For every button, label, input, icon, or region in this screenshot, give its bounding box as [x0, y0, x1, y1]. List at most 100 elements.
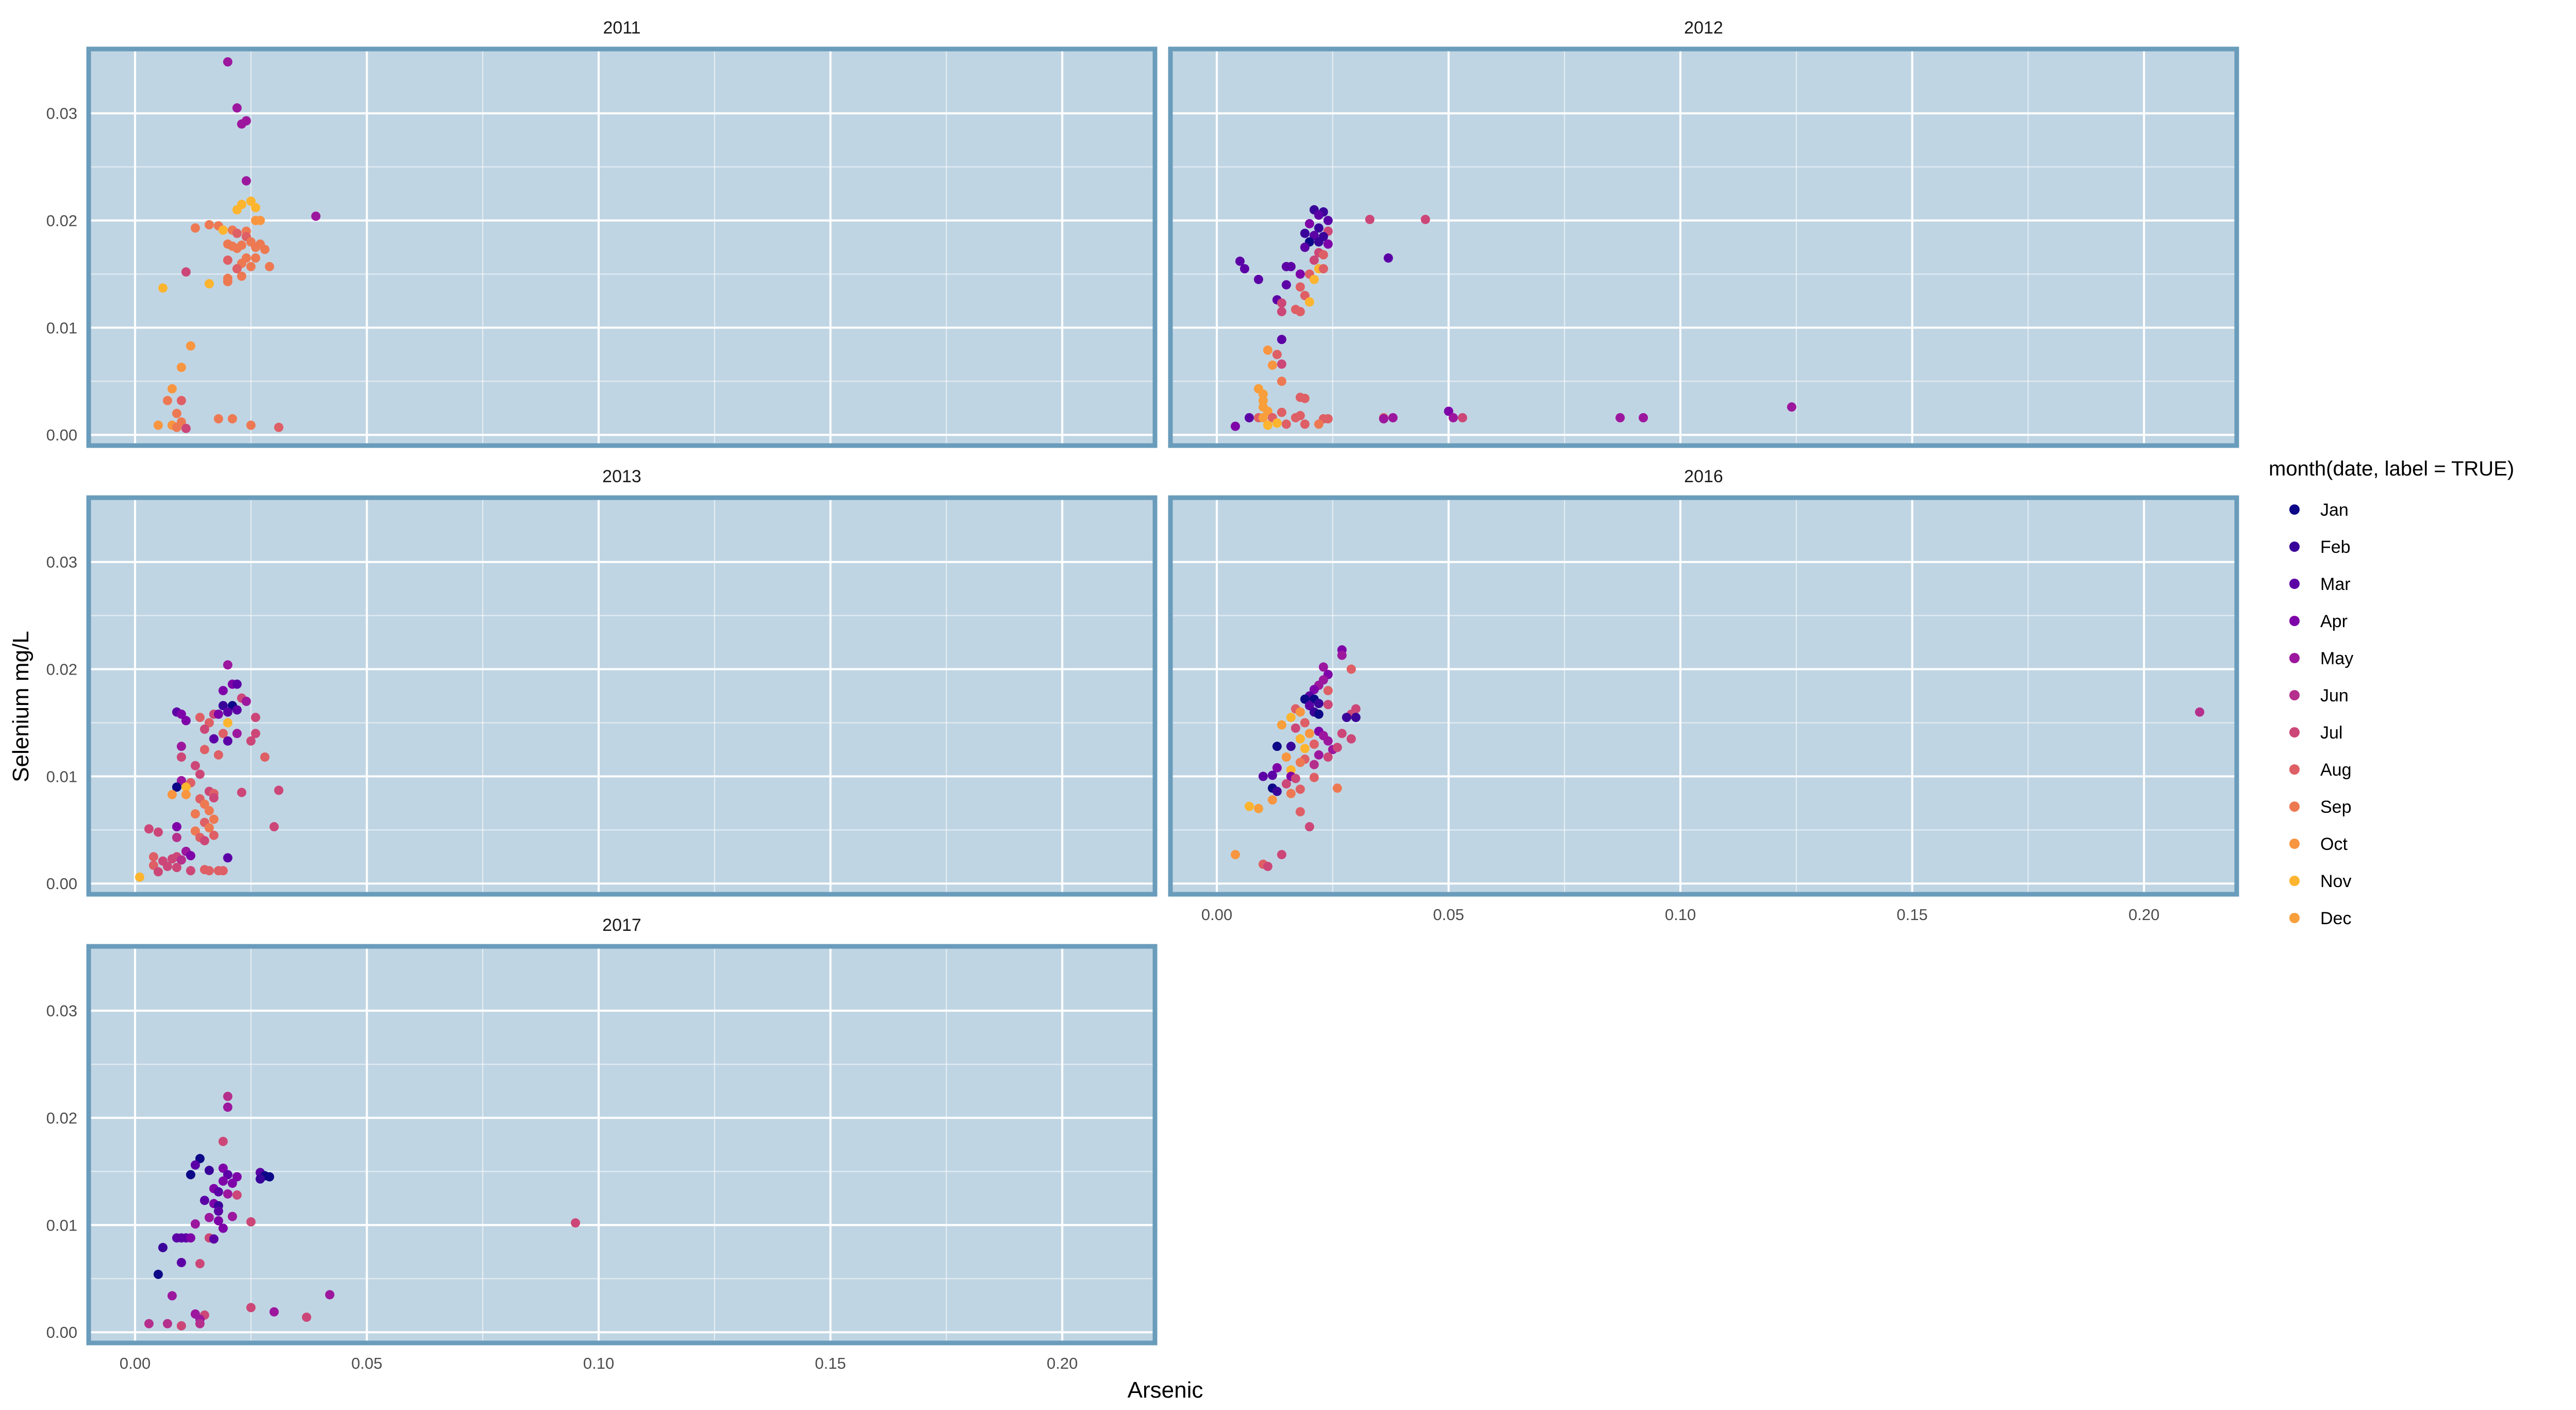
data-point [162, 1319, 172, 1329]
data-point [181, 267, 191, 277]
data-point [213, 414, 223, 424]
data-point [251, 203, 260, 212]
facet-panel-2013: 2013 0.00 0.01 0.02 0.03 [46, 467, 1158, 897]
data-point [153, 867, 163, 877]
facet-panel-2012: 2012 [1168, 18, 2239, 448]
data-point [223, 1189, 233, 1199]
facet-panel-2017: 2017 0.00 0.01 0.02 0.03 0.00 0.05 0.10 0.15 0.20 [46, 915, 1158, 1372]
legend-label-mar: Mar [2320, 575, 2351, 594]
data-point [176, 363, 186, 372]
data-point [1281, 280, 1291, 290]
data-point [1323, 700, 1333, 710]
data-point [200, 836, 209, 846]
data-point [1286, 713, 1296, 723]
panel-border [86, 46, 1158, 448]
data-point [246, 1217, 256, 1227]
data-point [1277, 298, 1286, 308]
data-point [571, 1218, 581, 1228]
data-point [241, 176, 251, 186]
data-point [1277, 335, 1286, 345]
data-point [190, 223, 200, 233]
data-point [1309, 255, 1319, 265]
data-point [1277, 376, 1286, 386]
data-point [223, 255, 233, 265]
data-point [1332, 783, 1342, 793]
data-point [1263, 406, 1273, 416]
data-point [162, 861, 172, 871]
data-point [186, 851, 195, 861]
legend-key-apr [2289, 616, 2300, 626]
data-point [260, 244, 270, 254]
data-point [1295, 758, 1305, 767]
x-tick-label: 0.10 [583, 1354, 614, 1372]
data-point [1272, 742, 1282, 751]
legend-key-oct [2289, 839, 2300, 849]
data-point [209, 814, 219, 824]
data-point [1295, 282, 1305, 292]
legend-key-jan [2289, 504, 2300, 515]
data-point [269, 822, 279, 832]
data-point [251, 253, 260, 263]
data-point [274, 785, 284, 795]
data-point [1332, 743, 1342, 752]
legend-label-apr: Apr [2320, 612, 2348, 631]
data-point [209, 830, 219, 840]
legend-key-mar [2289, 579, 2300, 589]
data-point [1240, 264, 1249, 274]
data-point [218, 729, 228, 739]
y-tick-label: 0.03 [46, 105, 77, 123]
data-point [1244, 413, 1254, 422]
x-tick-label: 0.15 [815, 1354, 846, 1372]
data-point [1337, 729, 1347, 739]
data-point [167, 384, 177, 394]
data-point [195, 769, 205, 779]
legend-label-dec: Dec [2320, 909, 2351, 928]
data-point [204, 1166, 214, 1175]
data-point [1300, 718, 1310, 728]
facet-title: 2017 [602, 915, 641, 935]
y-tick-label: 0.03 [46, 553, 77, 571]
panel-border [86, 495, 1158, 897]
y-tick-label: 0.02 [46, 661, 77, 679]
data-point [1314, 750, 1324, 760]
data-point [186, 341, 195, 351]
data-point [1323, 239, 1333, 249]
data-point [1291, 723, 1300, 733]
data-point [246, 196, 256, 206]
data-point [1304, 701, 1314, 711]
data-point [1272, 418, 1282, 428]
legend-label-jun: Jun [2320, 686, 2349, 706]
legend-key-jul [2289, 727, 2300, 737]
data-point [1304, 219, 1314, 228]
legend-label-jan: Jan [2320, 500, 2349, 520]
data-point [232, 103, 242, 113]
panel-background [89, 946, 1155, 1343]
data-point [1272, 350, 1282, 359]
data-point [223, 57, 233, 67]
data-point [1351, 713, 1361, 723]
data-point [144, 824, 154, 834]
data-point [1304, 822, 1314, 832]
data-point [153, 827, 163, 837]
data-point [232, 1190, 242, 1200]
data-point [1286, 742, 1296, 751]
data-point [1295, 784, 1305, 794]
data-point [1295, 307, 1305, 317]
data-point [213, 709, 223, 719]
data-point [223, 273, 233, 283]
panel-background [1170, 49, 2237, 446]
data-point [167, 790, 177, 799]
data-point [1787, 402, 1796, 412]
data-point [153, 1269, 163, 1279]
x-tick-label: 0.10 [1665, 906, 1696, 924]
data-point [1253, 804, 1263, 813]
data-point [311, 211, 321, 221]
panel-border [1168, 46, 2239, 448]
facet-title: 2016 [1684, 467, 1723, 486]
data-point [186, 866, 195, 876]
data-point [1337, 650, 1347, 660]
data-point [176, 396, 186, 405]
data-point [1314, 419, 1324, 429]
data-point [1258, 396, 1268, 405]
data-point [190, 1219, 200, 1229]
